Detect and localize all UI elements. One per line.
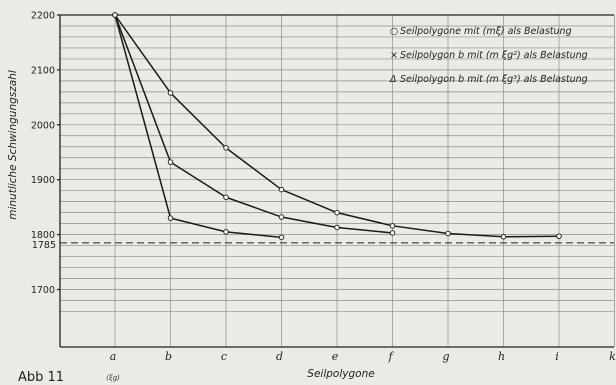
data-point — [278, 234, 285, 241]
x-tick-label: a — [110, 350, 117, 363]
x-tick-label: f — [387, 350, 394, 363]
labels: minutliche Schwingungszahl Seilpolygone Ab… — [7, 70, 375, 385]
data-point — [223, 194, 229, 201]
y-tick-label: 2000 — [31, 120, 55, 131]
data-point — [500, 234, 507, 240]
legend-marker: Δ — [389, 74, 397, 85]
data-point — [112, 12, 118, 18]
data-point — [167, 215, 174, 221]
series-line-3 — [114, 14, 282, 239]
x-tick-label: c — [221, 350, 227, 363]
y-tick-label: 1900 — [31, 175, 55, 186]
x-tick-label: d — [276, 350, 283, 363]
y-axis-title: minutliche Schwingungszahl — [7, 70, 19, 220]
x-tick-sublabel: (ξg) — [106, 374, 120, 382]
x-tick-label: g — [442, 350, 449, 363]
data-point — [334, 224, 340, 231]
data-point — [389, 223, 396, 229]
data-point — [445, 230, 451, 237]
legend-marker: ○ — [390, 26, 398, 37]
x-tick-label: b — [165, 350, 172, 363]
y-tick-label: 2100 — [31, 65, 55, 76]
x-tick-label: i — [555, 350, 559, 363]
x-tick-label: e — [332, 350, 339, 363]
x-axis-title: Seilpolygone — [307, 368, 374, 380]
data-point — [278, 214, 285, 220]
y-tick-label: 1700 — [31, 285, 55, 296]
grid — [60, 14, 615, 347]
legend-marker: × — [390, 50, 398, 61]
figure-label: Abb 11 — [18, 370, 64, 385]
x-tick-label: k — [609, 350, 616, 363]
y-tick-label: 2200 — [31, 11, 55, 22]
legend-entry-2: Seilpolygon b mit (m ξg²) als Belastung — [400, 50, 588, 61]
data-point — [167, 159, 174, 165]
y-tick-label: 1800 — [31, 230, 55, 241]
legend: ○ Seilpolygone mit (mξ) als Belastung× Sei… — [389, 26, 588, 85]
series-line-2 — [114, 14, 393, 234]
legend-entry-3: Seilpolygon b mit (m ξg³) als Belastung — [400, 74, 588, 85]
data-point — [167, 90, 174, 96]
data-point — [556, 233, 562, 239]
x-tick-label: h — [498, 350, 505, 363]
axes: 2200 2100 2000 1900 1800 1700 a b c d e f g h i k (ξg) — [31, 11, 616, 383]
data-point — [334, 209, 340, 216]
data-point — [278, 186, 285, 193]
series: 1785 — [32, 12, 614, 251]
data-point — [389, 230, 396, 236]
data-point — [223, 229, 229, 235]
data-point — [223, 145, 229, 151]
reference-line-label: 1785 — [32, 240, 56, 251]
legend-entry-1: Seilpolygone mit (mξ) als Belastung — [400, 26, 572, 37]
